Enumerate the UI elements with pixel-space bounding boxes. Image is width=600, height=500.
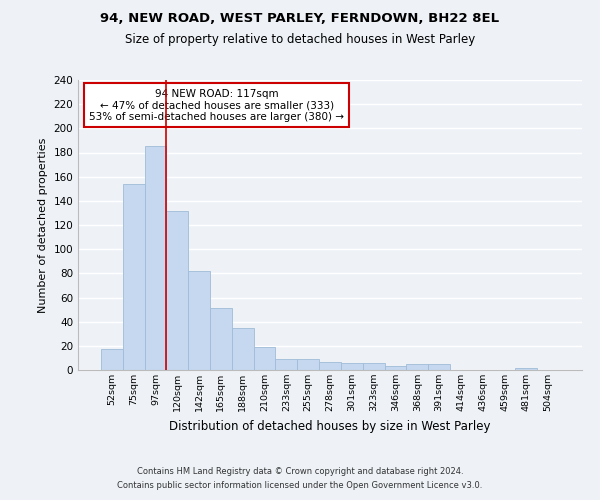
Bar bbox=[254, 347, 275, 370]
Bar bbox=[101, 350, 123, 370]
Bar bbox=[188, 271, 210, 370]
Bar bbox=[275, 359, 297, 370]
Bar bbox=[428, 364, 450, 370]
Bar bbox=[123, 184, 145, 370]
Bar bbox=[297, 359, 319, 370]
Y-axis label: Number of detached properties: Number of detached properties bbox=[38, 138, 48, 312]
Bar bbox=[145, 146, 166, 370]
X-axis label: Distribution of detached houses by size in West Parley: Distribution of detached houses by size … bbox=[169, 420, 491, 432]
Bar bbox=[319, 362, 341, 370]
Text: Size of property relative to detached houses in West Parley: Size of property relative to detached ho… bbox=[125, 32, 475, 46]
Bar bbox=[232, 328, 254, 370]
Bar bbox=[341, 363, 363, 370]
Bar bbox=[515, 368, 537, 370]
Text: 94, NEW ROAD, WEST PARLEY, FERNDOWN, BH22 8EL: 94, NEW ROAD, WEST PARLEY, FERNDOWN, BH2… bbox=[100, 12, 500, 26]
Text: Contains HM Land Registry data © Crown copyright and database right 2024.: Contains HM Land Registry data © Crown c… bbox=[137, 467, 463, 476]
Bar bbox=[166, 210, 188, 370]
Text: 94 NEW ROAD: 117sqm
← 47% of detached houses are smaller (333)
53% of semi-detac: 94 NEW ROAD: 117sqm ← 47% of detached ho… bbox=[89, 88, 344, 122]
Bar bbox=[210, 308, 232, 370]
Bar bbox=[406, 364, 428, 370]
Bar bbox=[385, 366, 406, 370]
Text: Contains public sector information licensed under the Open Government Licence v3: Contains public sector information licen… bbox=[118, 481, 482, 490]
Bar bbox=[363, 363, 385, 370]
